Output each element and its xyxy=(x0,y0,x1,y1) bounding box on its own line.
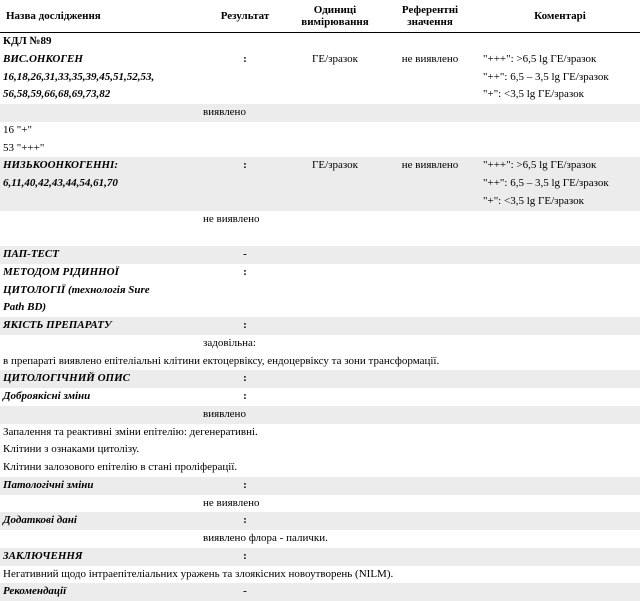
method-l3: Path BD) xyxy=(0,299,200,317)
high-onco-d2: 53 "+++" xyxy=(0,140,640,158)
quality-val-row: задовільна: xyxy=(0,335,640,353)
quality-colon: : xyxy=(200,317,290,335)
pap-title: ПАП-ТЕСТ xyxy=(0,246,200,264)
high-onco-d1-row: 16 "+" xyxy=(0,122,640,140)
method-l2: ЦИТОЛОГІЇ (технологія Sure xyxy=(0,282,200,300)
benign-title: Доброякісні зміни xyxy=(0,388,200,406)
hdr-result: Результат xyxy=(200,0,290,33)
extra-val: виявлено флора - палички. xyxy=(200,530,480,548)
hdr-units: Одиниці вимірювання xyxy=(290,0,380,33)
quality-val: задовільна: xyxy=(200,335,290,353)
low-onco-c3: "+": <3,5 lg ГЕ/зразок xyxy=(480,193,640,211)
benign-n2-row: Клітини з ознаками цитолізу. xyxy=(0,441,640,459)
path-title: Патологічні зміни xyxy=(0,477,200,495)
method-l1: МЕТОДОМ РІДИННОЇ xyxy=(0,264,200,282)
method-colon: : xyxy=(200,264,290,282)
high-onco-c1: "+++": >6,5 lg ГЕ/зразок xyxy=(480,51,640,69)
lab-no-row: КДЛ №89 xyxy=(0,33,640,51)
high-onco-c2: "++": 6,5 – 3,5 lg ГЕ/зразок xyxy=(480,69,640,87)
benign-val-row: виявлено xyxy=(0,406,640,424)
high-onco-sub2: 56,58,59,66,68,69,73,82 xyxy=(0,86,200,104)
high-onco-row3: 56,58,59,66,68,69,73,82 "+": <3,5 lg ГЕ/… xyxy=(0,86,640,104)
high-onco-row2: 16,18,26,31,33,35,39,45,51,52,53, "++": … xyxy=(0,69,640,87)
hdr-ref: Референтні значення xyxy=(380,0,480,33)
benign-row: Доброякісні зміни : xyxy=(0,388,640,406)
low-onco-title: НИЗЬКООНКОГЕННІ: xyxy=(0,157,200,175)
pap-row: ПАП-ТЕСТ - xyxy=(0,246,640,264)
low-onco-detected: не виявлено xyxy=(200,211,290,229)
low-onco-unit: ГЕ/зразок xyxy=(290,157,380,175)
benign-colon: : xyxy=(200,388,290,406)
path-colon: : xyxy=(200,477,290,495)
hdr-comments: Коментарі xyxy=(480,0,640,33)
recom-row: Рекомендації - xyxy=(0,583,640,601)
hdr-name: Назва дослідження xyxy=(0,0,200,33)
benign-n3-row: Клітини залозового епітелію в стані прол… xyxy=(0,459,640,477)
high-onco-ref: не виявлено xyxy=(380,51,480,69)
benign-val: виявлено xyxy=(200,406,290,424)
high-onco-c3: "+": <3,5 lg ГЕ/зразок xyxy=(480,86,640,104)
low-onco-sub1: 6,11,40,42,43,44,54,61,70 xyxy=(0,175,200,193)
high-onco-d2-row: 53 "+++" xyxy=(0,140,640,158)
low-onco-ref: не виявлено xyxy=(380,157,480,175)
high-onco-row1: ВИС.ОНКОГЕН : ГЕ/зразок не виявлено "+++… xyxy=(0,51,640,69)
quality-note-row: в препараті виявлено епітеліальні клітин… xyxy=(0,353,640,371)
extra-row: Додаткові дані : xyxy=(0,512,640,530)
method-row1: МЕТОДОМ РІДИННОЇ : xyxy=(0,264,640,282)
high-onco-title: ВИС.ОНКОГЕН xyxy=(0,51,200,69)
cyto-row: ЦИТОЛОГІЧНИЙ ОПИС : xyxy=(0,370,640,388)
high-onco-colon: : xyxy=(200,51,290,69)
high-onco-detected: виявлено xyxy=(200,104,290,122)
benign-n3: Клітини залозового епітелію в стані прол… xyxy=(0,459,640,477)
low-onco-row3: "+": <3,5 lg ГЕ/зразок xyxy=(0,193,640,211)
cyto-title: ЦИТОЛОГІЧНИЙ ОПИС xyxy=(0,370,200,388)
path-val-row: не виявлено xyxy=(0,495,640,513)
pap-val: - xyxy=(200,246,290,264)
quality-row: ЯКІСТЬ ПРЕПАРАТУ : xyxy=(0,317,640,335)
high-onco-unit: ГЕ/зразок xyxy=(290,51,380,69)
spacer-1 xyxy=(0,228,640,246)
recom-title: Рекомендації xyxy=(0,583,200,601)
low-onco-c1: "+++": >6,5 lg ГЕ/зразок xyxy=(480,157,640,175)
path-row: Патологічні зміни : xyxy=(0,477,640,495)
method-row3: Path BD) xyxy=(0,299,640,317)
method-row2: ЦИТОЛОГІЇ (технологія Sure xyxy=(0,282,640,300)
quality-note: в препараті виявлено епітеліальні клітин… xyxy=(0,353,640,371)
low-onco-row2: 6,11,40,42,43,44,54,61,70 "++": 6,5 – 3,… xyxy=(0,175,640,193)
low-onco-row1: НИЗЬКООНКОГЕННІ: : ГЕ/зразок не виявлено… xyxy=(0,157,640,175)
extra-val-row: виявлено флора - палички. xyxy=(0,530,640,548)
benign-n1: Запалення та реактивні зміни епітелію: д… xyxy=(0,424,640,442)
quality-title: ЯКІСТЬ ПРЕПАРАТУ xyxy=(0,317,200,335)
low-onco-colon: : xyxy=(200,157,290,175)
lab-results-table: Назва дослідження Результат Одиниці вимі… xyxy=(0,0,640,601)
lab-no: КДЛ №89 xyxy=(0,33,640,51)
low-onco-detected-row: не виявлено xyxy=(0,211,640,229)
cyto-colon: : xyxy=(200,370,290,388)
concl-text-row: Негативний щодо інтраепітеліальних ураже… xyxy=(0,566,640,584)
low-onco-c2: "++": 6,5 – 3,5 lg ГЕ/зразок xyxy=(480,175,640,193)
high-onco-sub1: 16,18,26,31,33,35,39,45,51,52,53, xyxy=(0,69,200,87)
concl-text: Негативний щодо інтраепітеліальних ураже… xyxy=(0,566,640,584)
benign-n2: Клітини з ознаками цитолізу. xyxy=(0,441,640,459)
extra-colon: : xyxy=(200,512,290,530)
path-val: не виявлено xyxy=(200,495,290,513)
extra-title: Додаткові дані xyxy=(0,512,200,530)
high-onco-detected-row: виявлено xyxy=(0,104,640,122)
recom-val: - xyxy=(200,583,290,601)
high-onco-d1: 16 "+" xyxy=(0,122,640,140)
benign-n1-row: Запалення та реактивні зміни епітелію: д… xyxy=(0,424,640,442)
header-row: Назва дослідження Результат Одиниці вимі… xyxy=(0,0,640,33)
